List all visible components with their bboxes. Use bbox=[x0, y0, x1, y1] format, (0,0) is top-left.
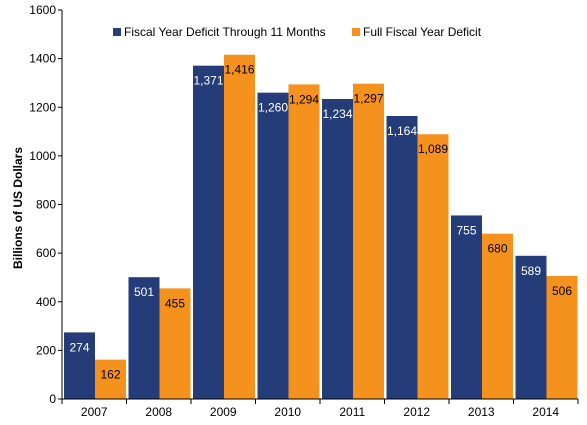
legend-swatch-full-fiscal-year bbox=[352, 28, 360, 36]
bar-fiscal-11-months bbox=[193, 65, 224, 399]
legend-label-full-fiscal-year: Full Fiscal Year Deficit bbox=[363, 25, 482, 39]
x-tick-label: 2013 bbox=[468, 405, 495, 419]
data-label: 1,260 bbox=[258, 101, 288, 115]
data-label: 274 bbox=[69, 340, 89, 354]
bar-fiscal-11-months bbox=[386, 116, 418, 399]
plot-area: 0 200 400 600 800 1000 1200 1400 1600 2007 274 162 2… bbox=[29, 3, 579, 419]
bar-full-fiscal-year bbox=[417, 134, 449, 399]
bar-fiscal-11-months bbox=[128, 277, 160, 399]
x-tick-label: 2009 bbox=[210, 405, 237, 419]
data-label: 506 bbox=[552, 284, 572, 298]
x-tick-label: 2012 bbox=[403, 405, 430, 419]
bar-full-fiscal-year bbox=[288, 84, 320, 400]
y-tick-label: 1000 bbox=[29, 149, 56, 163]
data-label: 1,297 bbox=[353, 92, 383, 106]
data-label: 1,089 bbox=[418, 142, 448, 156]
bar-fiscal-11-months bbox=[64, 332, 95, 399]
bar-full-fiscal-year bbox=[95, 359, 126, 399]
data-label: 680 bbox=[487, 242, 507, 256]
data-label: 1,416 bbox=[224, 63, 254, 77]
legend-swatch-fiscal-11-months bbox=[113, 28, 121, 36]
x-tick-label: 2007 bbox=[81, 405, 108, 419]
data-label: 1,234 bbox=[322, 107, 352, 121]
data-label: 589 bbox=[521, 264, 541, 278]
bar-full-fiscal-year bbox=[482, 233, 513, 399]
x-tick-label: 2008 bbox=[145, 405, 172, 419]
bar-full-fiscal-year bbox=[353, 83, 384, 400]
bar-full-fiscal-year bbox=[224, 54, 255, 400]
y-axis-label: Billions of US Dollars bbox=[11, 147, 25, 269]
y-tick-label: 1200 bbox=[29, 100, 56, 114]
y-tick-label: 400 bbox=[36, 295, 56, 309]
bar-fiscal-11-months bbox=[515, 255, 547, 399]
data-label: 455 bbox=[165, 296, 185, 310]
legend: Fiscal Year Deficit Through 11 Months Fu… bbox=[113, 25, 482, 39]
x-tick-label: 2011 bbox=[339, 405, 365, 419]
y-tick-label: 800 bbox=[36, 198, 56, 212]
bar-full-fiscal-year bbox=[546, 275, 578, 399]
bar-fiscal-11-months bbox=[257, 92, 289, 399]
x-tick-label: 2010 bbox=[274, 405, 301, 419]
y-tick-label: 200 bbox=[36, 343, 56, 357]
bar-fiscal-11-months bbox=[451, 215, 482, 399]
data-label: 1,164 bbox=[387, 124, 417, 138]
legend-label-fiscal-11-months: Fiscal Year Deficit Through 11 Months bbox=[124, 25, 326, 39]
y-tick-label: 0 bbox=[49, 392, 56, 406]
data-label: 755 bbox=[456, 223, 476, 237]
bar-full-fiscal-year bbox=[159, 288, 191, 399]
bar-fiscal-11-months bbox=[322, 98, 353, 399]
y-tick-label: 600 bbox=[36, 246, 56, 260]
data-label: 162 bbox=[100, 368, 120, 382]
y-tick-label: 1400 bbox=[29, 52, 56, 66]
data-label: 501 bbox=[134, 285, 154, 299]
data-label: 1,371 bbox=[193, 74, 223, 88]
y-tick-label: 1600 bbox=[29, 3, 56, 17]
x-tick-label: 2014 bbox=[532, 405, 559, 419]
data-label: 1,294 bbox=[289, 92, 319, 106]
